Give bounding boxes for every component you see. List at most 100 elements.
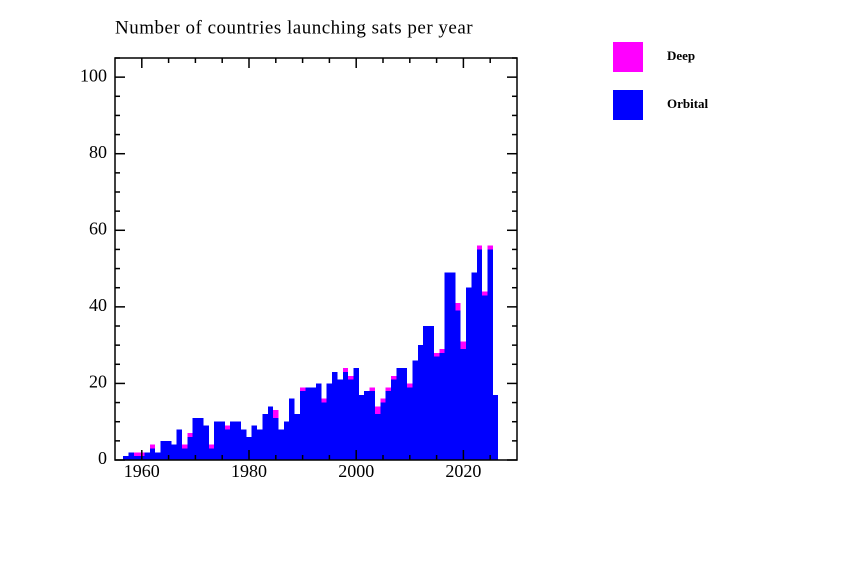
bar: [133, 456, 140, 460]
bar: [471, 272, 477, 460]
bar: [460, 341, 467, 349]
y-tick-label: 100: [80, 65, 107, 85]
bar: [192, 417, 199, 460]
bar: [230, 421, 236, 460]
y-tick-label: 0: [98, 448, 107, 468]
bar: [407, 383, 413, 388]
bar: [385, 391, 392, 460]
bar: [423, 326, 429, 460]
legend-swatch: [613, 90, 643, 120]
bar: [374, 406, 381, 415]
bar: [208, 448, 215, 460]
bar: [353, 368, 359, 460]
bar: [160, 440, 166, 460]
bar: [364, 391, 370, 460]
bar: [380, 398, 386, 403]
bar: [321, 402, 327, 460]
bar: [326, 383, 333, 460]
bar: [214, 421, 220, 460]
bar: [342, 371, 349, 460]
bar: [165, 440, 172, 460]
bar: [187, 437, 193, 460]
bar: [182, 444, 188, 449]
bar: [321, 398, 327, 403]
bar: [476, 245, 483, 250]
bar: [144, 452, 150, 460]
bar: [278, 429, 284, 460]
bar: [492, 394, 499, 460]
bar: [439, 348, 445, 353]
bar: [273, 417, 279, 460]
bar: [316, 383, 322, 460]
bar: [198, 417, 204, 460]
bar: [149, 444, 156, 449]
bar: [450, 272, 456, 460]
bar: [482, 291, 488, 296]
bar: [283, 421, 290, 460]
bar: [262, 414, 268, 460]
bar: [369, 391, 375, 460]
bar: [385, 387, 392, 392]
bar: [460, 348, 467, 460]
bar: [391, 379, 397, 460]
bar: [391, 375, 397, 380]
y-tick-label: 60: [89, 218, 107, 238]
bar: [149, 448, 156, 460]
bar: [466, 287, 472, 460]
bar: [187, 433, 193, 438]
bar: [482, 295, 488, 460]
bar: [224, 425, 231, 430]
bar: [257, 429, 263, 460]
bar: [176, 429, 182, 460]
bar: [396, 368, 402, 460]
bar: [342, 368, 349, 372]
bar: [428, 326, 434, 460]
bar: [299, 391, 306, 460]
bar: [358, 394, 365, 460]
x-tick-label: 2020: [445, 461, 481, 481]
bar: [219, 421, 225, 460]
bar: [294, 414, 300, 460]
x-tick-label: 2000: [338, 461, 374, 481]
bar: [203, 425, 209, 460]
bar: [433, 356, 440, 460]
bar: [455, 303, 461, 311]
bar: [444, 272, 450, 460]
bar: [439, 352, 445, 460]
x-tick-label: 1980: [231, 461, 267, 481]
bar: [246, 437, 252, 460]
bar: [348, 379, 354, 460]
bar: [417, 345, 424, 460]
bar: [133, 452, 140, 457]
bar: [455, 310, 461, 460]
bar: [433, 352, 440, 357]
bar: [305, 387, 311, 460]
bar: [208, 444, 215, 449]
legend-swatch: [613, 42, 643, 72]
bar: [123, 456, 129, 460]
bar: [267, 406, 274, 460]
bar: [224, 429, 231, 460]
bar: [182, 448, 188, 460]
bar: [380, 402, 386, 460]
bar: [289, 398, 295, 460]
bar: [337, 379, 343, 460]
bar: [251, 425, 258, 460]
bar: [348, 375, 354, 380]
bar: [273, 410, 279, 418]
plot-frame: [114, 57, 518, 461]
bar: [369, 387, 375, 392]
y-tick-label: 40: [89, 295, 107, 315]
legend-label: Deep: [667, 48, 695, 63]
bar: [412, 360, 418, 460]
bar: [128, 452, 134, 460]
bar: [310, 387, 316, 460]
bar: [401, 368, 408, 460]
bar: [476, 249, 483, 460]
bar: [332, 371, 338, 460]
bar: [299, 387, 306, 392]
bar: [407, 387, 413, 460]
bar: [155, 452, 161, 460]
bar: [235, 421, 241, 460]
